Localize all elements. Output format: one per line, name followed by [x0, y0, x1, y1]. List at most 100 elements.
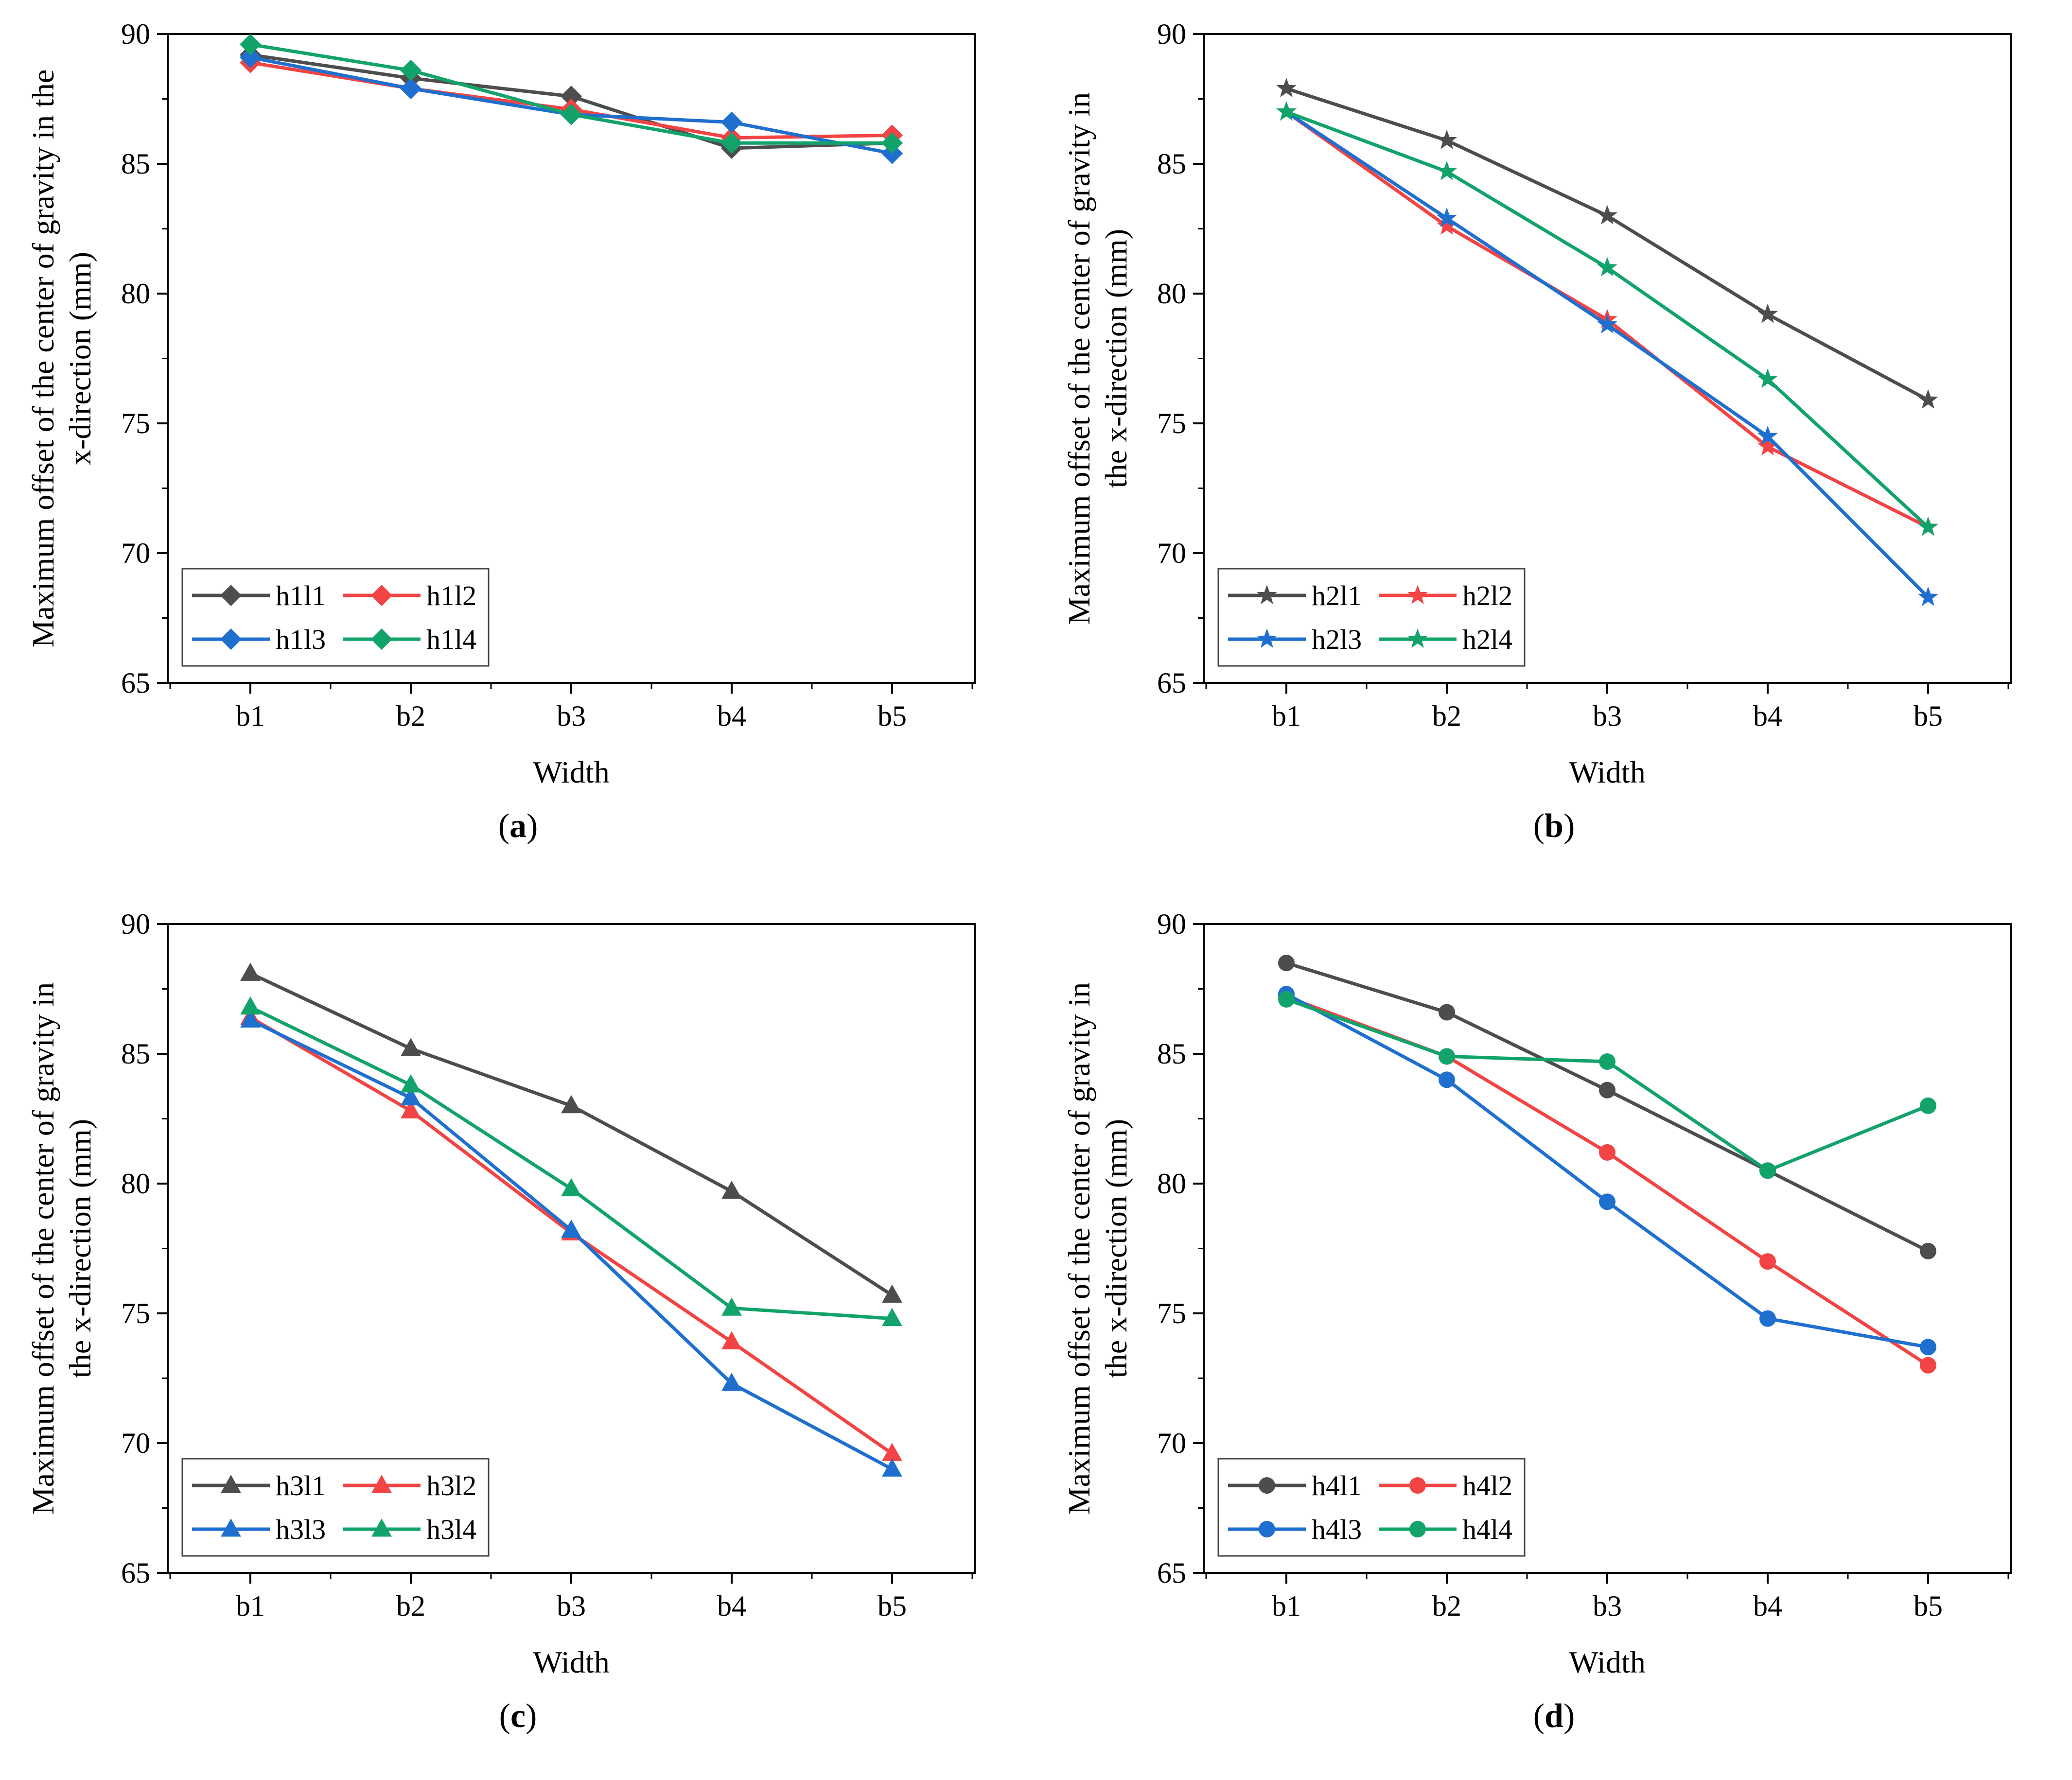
- data-point-h1l3: [400, 78, 421, 100]
- data-point-h3l3: [882, 1458, 902, 1477]
- x-axis-label: Width: [1569, 755, 1645, 789]
- data-point-h4l2: [1599, 1144, 1615, 1161]
- data-point-h4l3: [1920, 1339, 1936, 1356]
- legend-label-h3l3: h3l3: [276, 1514, 326, 1545]
- y-tick-label: 75: [1157, 407, 1186, 439]
- y-tick-label: 70: [1157, 1427, 1186, 1459]
- data-point-h4l1: [1599, 1082, 1615, 1099]
- data-point-h3l1: [561, 1095, 581, 1114]
- legend-box: [1217, 1458, 1526, 1557]
- chart-panel-a: 65 70 75 80 85 90 b1 b2 b3 b4 b5 Width Maximum offse…: [0, 0, 1036, 890]
- data-point-h4l3: [1759, 1310, 1776, 1327]
- data-point-h4l4: [1759, 1162, 1776, 1179]
- legend-marker-h2l3: [1257, 628, 1277, 648]
- data-point-h4l2: [1759, 1253, 1776, 1270]
- y-axis-label-line: Maximum offset of the center of gravity …: [26, 982, 60, 1515]
- data-point-h2l4: [1437, 161, 1457, 180]
- y-axis-label-line: x-direction (mm): [63, 252, 97, 465]
- data-point-h3l1: [401, 1038, 421, 1056]
- y-axis-label: Maximum offset of the center of gravity …: [26, 70, 97, 648]
- panel-caption-a: (a): [498, 807, 538, 845]
- data-point-h1l1: [561, 86, 582, 107]
- legend-label-h1l4: h1l4: [426, 624, 476, 655]
- y-tick-label: 65: [1157, 1557, 1186, 1589]
- y-tick-label: 80: [121, 1168, 150, 1200]
- series-line-h2l1: [1285, 87, 1929, 401]
- data-point-h3l3: [721, 1373, 742, 1391]
- y-axis-label-line: the x-direction (mm): [1099, 1119, 1133, 1378]
- y-tick-label: 70: [121, 537, 150, 569]
- data-point-h3l4: [240, 996, 261, 1015]
- x-tick-label: b4: [1753, 700, 1782, 732]
- legend-marker-h2l1: [1257, 585, 1277, 604]
- x-tick-label: b5: [1914, 1590, 1943, 1622]
- data-point-h3l1: [240, 962, 261, 981]
- y-tick-label: 75: [121, 1297, 150, 1329]
- x-axis-label: Width: [533, 1645, 609, 1679]
- legend-marker-h2l2: [1407, 585, 1428, 604]
- panel-caption-c: (c): [499, 1697, 537, 1735]
- chart-d-svg: 65 70 75 80 85 90 b1 b2 b3 b4 b5 Width Maximum offse…: [1062, 908, 2012, 1679]
- legend-box: [181, 1458, 490, 1557]
- data-point-h2l3: [1597, 314, 1617, 333]
- data-point-h1l4: [240, 34, 261, 55]
- series-line-h4l2: [1285, 995, 1929, 1367]
- y-axis-label: Maximum offset of the center of gravity …: [1062, 982, 1133, 1515]
- legend-label-h4l4: h4l4: [1462, 1514, 1512, 1545]
- legend-label-h1l1: h1l1: [276, 580, 326, 611]
- legend-label-h2l1: h2l1: [1312, 580, 1362, 611]
- data-point-h4l3: [1599, 1193, 1615, 1210]
- y-tick-label: 70: [121, 1427, 150, 1459]
- series-line-h3l3: [249, 1018, 893, 1471]
- series-line-h3l4: [249, 1005, 893, 1321]
- y-tick-label: 85: [121, 148, 150, 180]
- legend-label-h1l3: h1l3: [276, 624, 326, 655]
- data-point-h3l3: [240, 1009, 261, 1028]
- legend-marker-h4l2: [1409, 1477, 1426, 1494]
- y-tick-label: 75: [1157, 1297, 1186, 1329]
- data-point-h3l2: [401, 1100, 421, 1118]
- legend-box: [1217, 568, 1526, 667]
- x-tick-label: b2: [1432, 1590, 1461, 1622]
- data-point-h1l4: [721, 132, 742, 154]
- data-point-h2l4: [1757, 368, 1778, 388]
- chart-c-svg: 65 70 75 80 85 90 b1 b2 b3 b4 b5 Width Maximum offse…: [26, 908, 976, 1679]
- legend-label-h4l2: h4l2: [1462, 1470, 1512, 1501]
- legend-marker-h2l4: [1407, 628, 1428, 648]
- data-point-h4l4: [1278, 991, 1295, 1008]
- data-point-h3l3: [401, 1087, 421, 1106]
- y-axis-label: Maximum offset of the center of gravity …: [26, 982, 97, 1515]
- y-axis-label: Maximum offset of the center of gravity …: [1062, 92, 1133, 625]
- x-tick-label: b1: [236, 700, 265, 732]
- data-point-h2l1: [1757, 303, 1778, 323]
- x-tick-label: b1: [1272, 700, 1301, 732]
- y-tick-label: 65: [121, 1557, 150, 1589]
- x-tick-label: b2: [396, 700, 425, 732]
- data-point-h3l2: [721, 1331, 742, 1350]
- legend-marker-h4l4: [1409, 1521, 1426, 1537]
- x-tick-label: b5: [878, 700, 907, 732]
- data-point-h4l1: [1920, 1242, 1936, 1259]
- data-point-h2l4: [1597, 257, 1617, 277]
- data-point-h2l1: [1276, 78, 1297, 97]
- x-tick-label: b1: [236, 1590, 265, 1622]
- legend-label-h4l3: h4l3: [1312, 1514, 1362, 1545]
- x-axis-label: Width: [1569, 1645, 1645, 1679]
- legend-label-h1l2: h1l2: [426, 580, 476, 611]
- x-tick-label: b2: [396, 1590, 425, 1622]
- legend-label-h3l4: h3l4: [426, 1514, 476, 1545]
- chart-a-svg: 65 70 75 80 85 90 b1 b2 b3 b4 b5 Width Maximum offse…: [26, 18, 976, 789]
- data-point-h1l4: [881, 132, 903, 154]
- x-tick-label: b4: [717, 700, 746, 732]
- data-point-h2l1: [1918, 389, 1938, 409]
- data-point-h4l4: [1920, 1097, 1936, 1114]
- data-point-h3l4: [882, 1308, 902, 1326]
- data-point-h3l4: [401, 1074, 421, 1093]
- panel-caption-d: (d): [1533, 1697, 1575, 1735]
- data-point-h1l4: [561, 104, 582, 125]
- panel-label-a: a: [509, 807, 527, 845]
- x-tick-label: b5: [1914, 700, 1943, 732]
- y-tick-label: 70: [1157, 537, 1186, 569]
- x-tick-label: b3: [557, 700, 586, 732]
- x-tick-label: b3: [1593, 1590, 1622, 1622]
